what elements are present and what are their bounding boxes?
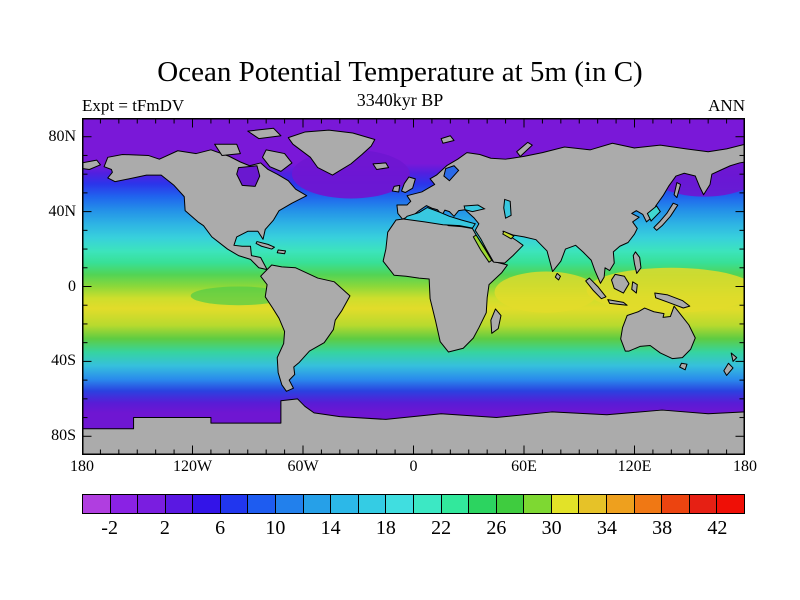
antarctica: [82, 399, 745, 455]
iceland: [373, 163, 389, 170]
map-svg: [82, 118, 745, 455]
colorbar-cell: [138, 495, 166, 513]
colorbar-cell: [469, 495, 497, 513]
sakhalin: [674, 183, 680, 198]
new-zealand-south: [724, 363, 733, 375]
red-sea: [473, 235, 491, 262]
colorbar-tick-label: 2: [159, 517, 170, 539]
madagascar: [491, 309, 501, 333]
colorbar-cell: [386, 495, 414, 513]
lon-tick-label: 180: [70, 458, 94, 475]
map-frame: [82, 118, 745, 455]
colorbar-cell: [303, 495, 332, 513]
colorbar-cell: [551, 495, 580, 513]
sumatra: [586, 278, 606, 299]
colorbar-tick-label: 42: [707, 517, 728, 539]
chukotka-tip: [82, 160, 100, 169]
lat-tick-label: 40N: [48, 202, 76, 220]
hispaniola: [277, 250, 285, 254]
colorbar-tick-label: 18: [375, 517, 396, 539]
lon-tick-label: 180: [733, 458, 757, 475]
philippines: [633, 252, 641, 274]
sri-lanka: [555, 273, 560, 280]
colorbar-cell: [248, 495, 277, 513]
east-pacific-cold-tongue: [190, 286, 287, 306]
colorbar-tick-label: 34: [596, 517, 617, 539]
lon-tick-label: 0: [409, 458, 418, 475]
colorbar-cell: [524, 495, 552, 513]
persian-gulf: [503, 231, 514, 238]
lon-tick-label: 60E: [511, 458, 537, 475]
plot-subtitle: 3340kyr BP: [356, 90, 444, 110]
japan: [654, 203, 678, 230]
lat-tick-label: 80S: [51, 427, 76, 445]
baffin-island: [262, 150, 291, 172]
colorbar-cell: [413, 495, 442, 513]
ireland: [392, 185, 399, 192]
colorbar-cell: [276, 495, 304, 513]
season-label: ANN: [708, 96, 745, 115]
lat-tick-label: 40S: [51, 352, 76, 370]
colorbar-tick-label: 26: [486, 517, 507, 539]
colorbar-cell: [165, 495, 194, 513]
colorbar-tick-label: 14: [320, 517, 341, 539]
sulawesi: [632, 282, 638, 293]
colorbar-tick-label: 6: [215, 517, 226, 539]
axis-ticks: [83, 119, 744, 454]
colorbar-cell: [606, 495, 635, 513]
colorbar-tick-label: -2: [101, 517, 118, 539]
svalbard: [441, 136, 454, 143]
great-britain: [402, 177, 416, 193]
colorbar-cell: [579, 495, 607, 513]
colorbar-cell: [331, 495, 359, 513]
sea-of-japan: [647, 206, 660, 221]
victoria-island: [215, 144, 241, 155]
colorbar-cell: [441, 495, 470, 513]
colorbar-cell: [220, 495, 249, 513]
colorbar-cell: [358, 495, 387, 513]
new-guinea: [655, 293, 690, 308]
colorbar-cell: [634, 495, 663, 513]
plot-title: Ocean Potential Temperature at 5m (in C): [157, 56, 643, 88]
australia: [621, 306, 696, 358]
south-america: [261, 265, 350, 391]
greenland: [288, 130, 375, 175]
baltic-sea: [444, 166, 459, 181]
colorbar-cell: [662, 495, 690, 513]
lat-tick-label: 0: [68, 277, 76, 295]
lon-tick-label: 60W: [287, 458, 319, 475]
ellesmere-island: [248, 128, 281, 138]
lon-tick-label: 120E: [617, 458, 652, 475]
colorbar-tick-label: 30: [541, 517, 562, 539]
mediterranean-sea: [404, 207, 475, 228]
colorbar-cell: [496, 495, 525, 513]
colorbar-cell: [717, 495, 744, 513]
tasmania: [680, 363, 687, 370]
cuba: [256, 242, 274, 249]
colorbar-cell: [689, 495, 718, 513]
colorbar-tick-label: 10: [265, 517, 286, 539]
indian-ocean-warm-pool: [494, 271, 598, 313]
eurasia: [397, 143, 745, 283]
colorbar: [82, 494, 745, 514]
colorbar-cell: [83, 495, 111, 513]
lat-tick-label: 80N: [48, 127, 76, 145]
colorbar-cell: [193, 495, 221, 513]
colorbar-tick-label: 22: [431, 517, 452, 539]
world-map: [82, 118, 745, 455]
novaya-zemlya: [517, 142, 533, 156]
black-sea: [464, 205, 484, 212]
java: [608, 300, 627, 306]
experiment-label: Expt = tFmDV: [82, 96, 185, 115]
colorbar-cell: [110, 495, 139, 513]
marginal-seas: [237, 166, 661, 262]
new-zealand-north: [731, 353, 737, 361]
lon-tick-label: 120W: [172, 458, 213, 475]
colorbar-tick-label: 38: [652, 517, 673, 539]
hudson-bay: [237, 166, 260, 187]
borneo: [611, 274, 628, 293]
caspian-sea: [504, 199, 511, 218]
